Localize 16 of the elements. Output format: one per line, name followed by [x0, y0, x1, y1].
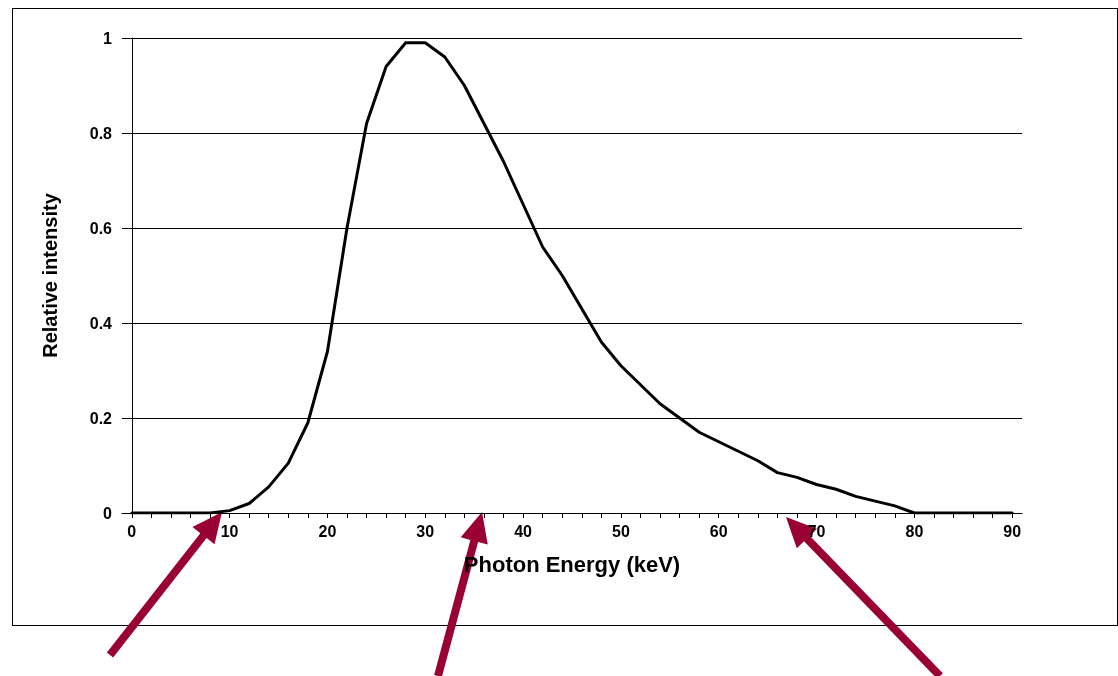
x-tick-label: 60 [709, 522, 728, 540]
x-tick-label: 20 [318, 522, 337, 540]
x-tick-label: 80 [905, 522, 924, 540]
y-tick-label: 0.4 [89, 314, 113, 332]
x-tick-label: 40 [514, 522, 533, 540]
x-tick-label: 50 [612, 522, 630, 540]
y-tick-label: 0.8 [89, 124, 113, 142]
x-tick-label: 90 [1003, 522, 1022, 540]
y-tick-label: 1 [103, 29, 113, 47]
x-tick-label: 10 [220, 522, 239, 540]
y-tick-label: 0.6 [89, 219, 113, 237]
x-tick-label: 30 [416, 522, 435, 540]
y-tick-label: 0.2 [89, 409, 113, 427]
x-tick-label: 0 [127, 522, 137, 540]
y-axis-title: Relative intensity [39, 192, 61, 358]
y-tick-label: 0 [103, 504, 113, 522]
